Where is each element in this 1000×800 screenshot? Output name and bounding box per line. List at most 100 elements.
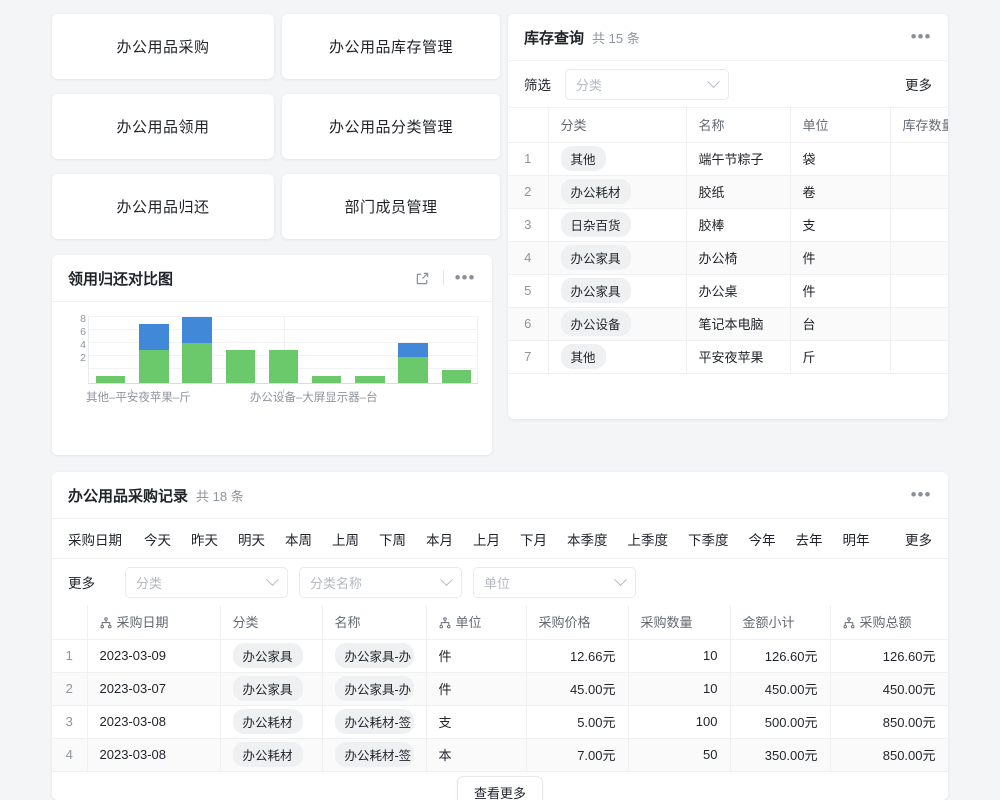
shortcut-card-label: 办公用品领用 — [116, 119, 210, 136]
date-filter-more-link[interactable]: 更多 — [905, 532, 932, 548]
table-row[interactable]: 3 日杂百货 胶棒 支 — [508, 208, 948, 242]
row-quantity: 100 — [628, 705, 731, 739]
inventory-col-unit: 单位 — [790, 108, 891, 143]
purchase-col-unit: 单位 — [426, 605, 527, 640]
chart-bar[interactable] — [441, 369, 472, 383]
chip-tomorrow[interactable]: 明天 — [238, 532, 265, 548]
chart-bars-region — [88, 316, 478, 384]
chip-next-quarter[interactable]: 下季度 — [688, 532, 729, 548]
shortcut-card-grid: 办公用品采购 办公用品库存管理 办公用品领用 办公用品分类管理 办公用品归还 部… — [52, 14, 500, 239]
inventory-table-body: 1 其他 端午节粽子 袋 2 办公耗材 胶纸 卷 3 — [508, 142, 948, 374]
chart-bar[interactable] — [398, 343, 428, 383]
shortcut-card-supplies-purchase[interactable]: 办公用品采购 — [52, 14, 274, 79]
inventory-table-scroll[interactable]: 分类 名称 单位 库存数量 1 其他 端午节粽子 袋 2 办公耗材 — [508, 108, 948, 379]
inventory-col-quantity: 库存数量 — [890, 108, 948, 143]
purchase-unit-select-value: 单位 — [484, 575, 511, 591]
row-price: 7.00元 — [526, 738, 629, 772]
load-more-button[interactable]: 查看更多 — [456, 776, 544, 800]
table-row[interactable]: 1 其他 端午节粽子 袋 — [508, 142, 948, 176]
shortcut-card-inventory-management[interactable]: 办公用品库存管理 — [282, 14, 500, 79]
row-unit: 件 — [426, 639, 527, 673]
chart-plot-area: 8 6 4 2 — [66, 314, 478, 384]
row-category: 办公家具 — [220, 639, 323, 673]
row-date: 2023-03-08 — [87, 738, 221, 772]
inventory-more-link[interactable]: 更多 — [905, 78, 932, 93]
chart-bar[interactable] — [268, 350, 299, 383]
shortcut-card-supplies-requisition[interactable]: 办公用品领用 — [52, 94, 274, 159]
shortcut-card-supplies-return[interactable]: 办公用品归还 — [52, 174, 274, 239]
shortcut-card-category-management[interactable]: 办公用品分类管理 — [282, 94, 500, 159]
purchase-table-body: 1 2023-03-09 办公家具 办公家具-办 件 12.66元 10 126… — [52, 639, 948, 772]
external-link-icon[interactable] — [411, 267, 433, 289]
chart-bar[interactable] — [182, 317, 212, 383]
category-tag: 其他 — [560, 146, 606, 171]
chip-last-year[interactable]: 去年 — [795, 532, 823, 548]
inventory-filter-label: 筛选 — [524, 78, 551, 93]
chart-bar[interactable] — [95, 376, 126, 383]
shortcut-card-label: 办公用品归还 — [116, 199, 210, 216]
chart-bar[interactable] — [139, 323, 169, 383]
name-tag: 办公耗材-签 — [334, 709, 414, 734]
chip-today[interactable]: 今天 — [144, 532, 171, 548]
table-row[interactable]: 3 2023-03-08 办公耗材 办公耗材-签 支 5.00元 100 500… — [52, 705, 948, 739]
chip-next-month[interactable]: 下月 — [520, 532, 547, 548]
chart-bar-slot — [305, 376, 348, 383]
shortcut-card-label: 部门成员管理 — [344, 199, 438, 216]
purchase-category-select[interactable]: 分类 — [125, 566, 288, 598]
row-index: 4 — [52, 738, 88, 772]
table-row[interactable]: 1 2023-03-09 办公家具 办公家具-办 件 12.66元 10 126… — [52, 639, 948, 673]
chip-next-week[interactable]: 下周 — [379, 532, 406, 548]
inventory-col-index — [508, 108, 549, 143]
ellipsis-icon[interactable]: ••• — [910, 485, 932, 504]
chip-next-year[interactable]: 明年 — [842, 532, 870, 548]
table-row[interactable]: 5 办公家具 办公桌 件 — [508, 274, 948, 308]
chip-this-month[interactable]: 本月 — [426, 532, 453, 548]
chart-bar-slot — [392, 343, 435, 383]
row-date: 2023-03-08 — [87, 705, 221, 739]
chart-body: 8 6 4 2 其他–平安夜苹 — [52, 302, 492, 413]
inventory-category-select[interactable]: 分类 — [565, 68, 729, 100]
chip-this-quarter[interactable]: 本季度 — [567, 532, 608, 548]
chip-this-year[interactable]: 今年 — [748, 532, 776, 548]
category-tag: 办公家具 — [232, 676, 303, 701]
ellipsis-icon[interactable]: ••• — [454, 268, 476, 287]
table-row[interactable]: 7 其他 平安夜苹果 斤 — [508, 340, 948, 374]
table-row[interactable]: 2 2023-03-07 办公家具 办公家具-办 件 45.00元 10 450… — [52, 672, 948, 706]
chip-last-month[interactable]: 上月 — [473, 532, 500, 548]
chip-purchase-date[interactable]: 采购日期 — [68, 532, 122, 548]
shortcut-card-label: 办公用品分类管理 — [328, 119, 453, 136]
row-name: 胶纸 — [686, 175, 791, 209]
row-quantity — [890, 340, 948, 374]
chip-last-quarter[interactable]: 上季度 — [627, 532, 669, 548]
chart-bar-segment-requisition — [225, 350, 255, 383]
row-price: 5.00元 — [526, 705, 629, 739]
row-name: 办公家具-办 — [322, 672, 427, 706]
row-quantity — [890, 241, 948, 275]
chart-bar[interactable] — [312, 376, 342, 383]
table-row[interactable]: 4 2023-03-08 办公耗材 办公耗材-签 本 7.00元 50 350.… — [52, 738, 948, 772]
purchase-records-panel: 办公用品采购记录 共 18 条 ••• 采购日期 今天 昨天 明天 本周 上周 … — [52, 472, 948, 800]
purchase-unit-select[interactable]: 单位 — [473, 566, 636, 598]
shortcut-card-member-management[interactable]: 部门成员管理 — [282, 174, 500, 239]
table-row[interactable]: 6 办公设备 笔记本电脑 台 — [508, 307, 948, 341]
shortcut-card-label: 办公用品库存管理 — [328, 39, 453, 56]
chip-this-week[interactable]: 本周 — [285, 532, 312, 548]
purchase-category-name-select[interactable]: 分类名称 — [299, 566, 462, 598]
chip-yesterday[interactable]: 昨天 — [191, 532, 218, 548]
table-row[interactable]: 2 办公耗材 胶纸 卷 — [508, 175, 948, 209]
group-by-icon — [842, 617, 855, 632]
row-category: 其他 — [548, 340, 687, 374]
inventory-query-panel: 库存查询 共 15 条 ••• 筛选 分类 更多 分类 名称 单位 — [508, 14, 948, 419]
chart-bar[interactable] — [225, 350, 255, 383]
row-unit: 支 — [426, 705, 527, 739]
row-category: 办公耗材 — [548, 175, 687, 209]
chip-last-week[interactable]: 上周 — [332, 532, 359, 548]
row-name: 办公椅 — [686, 241, 791, 275]
chart-bar[interactable] — [355, 376, 385, 383]
ellipsis-icon[interactable]: ••• — [910, 27, 932, 46]
category-tag: 办公家具 — [232, 643, 303, 668]
row-quantity — [890, 208, 948, 242]
table-row[interactable]: 4 办公家具 办公椅 件 — [508, 241, 948, 275]
row-index: 6 — [508, 307, 549, 341]
category-tag: 办公耗材 — [232, 709, 303, 734]
